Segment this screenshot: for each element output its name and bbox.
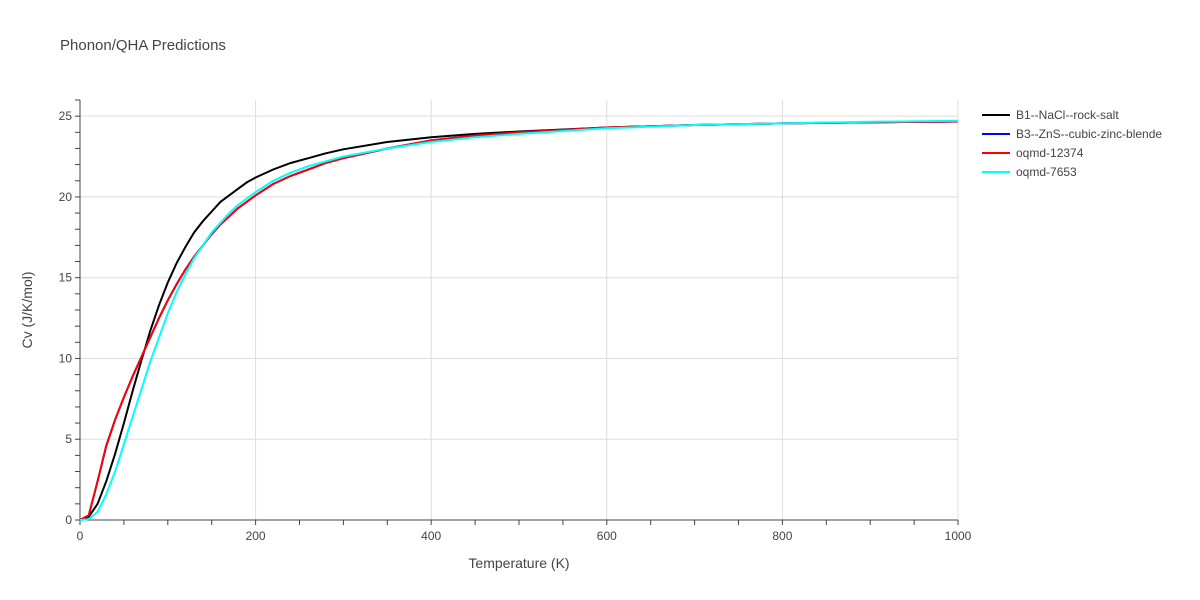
- grid: [80, 100, 959, 520]
- plot-lines: [80, 119, 958, 521]
- x-tick-label: 1000: [945, 529, 972, 543]
- series-line-1: [80, 120, 958, 521]
- y-axis-ticks: 0 5 10 15 20 25: [59, 109, 73, 527]
- series-line-3: [80, 119, 958, 521]
- legend-item-2[interactable]: oqmd-12374: [982, 146, 1084, 160]
- x-tick-label: 200: [246, 529, 266, 543]
- series-line-2: [80, 120, 958, 521]
- legend-item-0[interactable]: B1--NaCl--rock-salt: [982, 108, 1119, 122]
- y-tick-label: 25: [59, 109, 73, 123]
- x-tick-label: 800: [772, 529, 792, 543]
- y-axis-title: Cv (J/K/mol): [19, 272, 35, 349]
- y-tick-label: 20: [59, 190, 73, 204]
- y-tick-label: 5: [65, 432, 72, 446]
- y-tick-label: 0: [65, 513, 72, 527]
- y-tick-label: 10: [59, 351, 73, 365]
- x-axis-ticks: 0 200 400 600 800 1000: [77, 529, 972, 543]
- x-tick-label: 400: [421, 529, 441, 543]
- x-tick-label: 0: [77, 529, 84, 543]
- legend-item-3[interactable]: oqmd-7653: [982, 165, 1077, 179]
- legend-label: oqmd-12374: [1016, 146, 1084, 160]
- axes: [75, 99, 959, 525]
- legend-label: B1--NaCl--rock-salt: [1016, 108, 1119, 122]
- x-axis-title: Temperature (K): [468, 555, 569, 571]
- x-tick-label: 600: [597, 529, 617, 543]
- chart-title: Phonon/QHA Predictions: [60, 37, 226, 54]
- legend-label: oqmd-7653: [1016, 165, 1077, 179]
- legend[interactable]: B1--NaCl--rock-salt B3--ZnS--cubic-zinc-b…: [982, 108, 1162, 179]
- y-tick-label: 15: [59, 271, 73, 285]
- legend-label: B3--ZnS--cubic-zinc-blende: [1016, 127, 1162, 141]
- series-line-0: [80, 120, 958, 521]
- legend-item-1[interactable]: B3--ZnS--cubic-zinc-blende: [982, 127, 1162, 141]
